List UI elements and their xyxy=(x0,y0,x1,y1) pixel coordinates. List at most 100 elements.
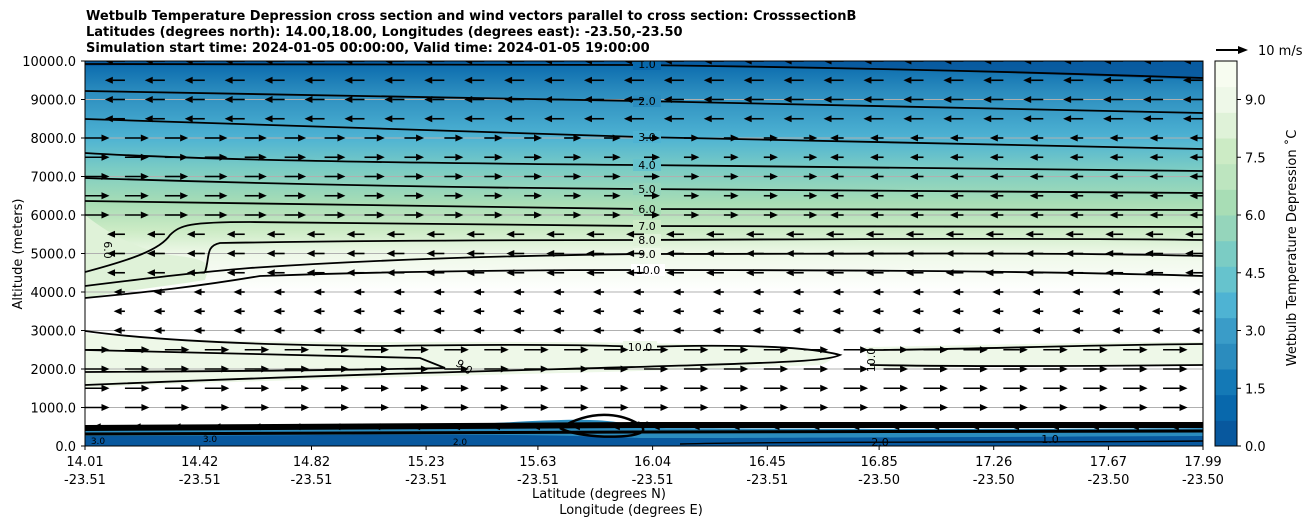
wind-arrowhead xyxy=(466,269,475,277)
x-tick-label-lon: -23.51 xyxy=(405,473,447,488)
wind-arrowhead xyxy=(233,288,242,296)
wind-arrowhead xyxy=(193,307,202,315)
wind-arrowhead xyxy=(512,288,521,296)
wind-arrowhead xyxy=(433,327,442,334)
wind-arrowhead xyxy=(132,423,141,431)
wind-arrowhead xyxy=(705,230,714,238)
y-tick-label: 2000.0 xyxy=(31,363,77,378)
wind-arrowhead xyxy=(905,269,914,277)
wind-arrowhead xyxy=(626,250,635,257)
wind-arrowhead xyxy=(666,269,675,277)
wind-arrowhead xyxy=(592,307,601,315)
wind-arrowhead xyxy=(712,307,721,315)
wind-arrowhead xyxy=(264,115,273,123)
wind-arrowhead xyxy=(224,115,233,123)
wind-arrowhead xyxy=(266,230,275,238)
wind-arrowhead xyxy=(416,192,425,200)
wind-arrowhead xyxy=(900,346,909,354)
wind-arrowhead xyxy=(337,134,346,142)
wind-arrowhead xyxy=(101,153,110,161)
wind-arrowhead xyxy=(1142,61,1151,65)
wind-arrowhead xyxy=(1139,384,1148,392)
wind-arrowhead xyxy=(1151,327,1160,334)
contour-line xyxy=(559,413,645,438)
wind-arrowhead xyxy=(341,346,350,354)
contour-line xyxy=(869,364,1203,368)
wind-arrowhead xyxy=(783,76,792,84)
wind-arrowhead xyxy=(1139,365,1148,373)
wind-arrowhead xyxy=(730,153,739,161)
wind-arrowhead xyxy=(226,230,235,238)
colorbar-segment xyxy=(1215,189,1237,216)
colorbar-label: Wetbulb Temperature Depression ˚C xyxy=(1284,130,1300,367)
wind-arrowhead xyxy=(1099,404,1108,411)
wind-arrowhead xyxy=(623,76,632,84)
wind-arrowhead xyxy=(910,211,918,219)
wind-arrowhead xyxy=(266,250,275,257)
wind-arrowhead xyxy=(992,327,1001,334)
colorbar-segment xyxy=(1215,369,1237,396)
wind-arrowhead xyxy=(544,96,553,103)
wind-arrowhead xyxy=(1189,134,1198,142)
wind-arrowhead xyxy=(979,346,988,354)
wind-arrowhead xyxy=(703,96,712,103)
x-tick-label-lon: -23.50 xyxy=(1087,473,1129,488)
contour-label-bg xyxy=(633,183,661,195)
wind-arrowhead xyxy=(384,96,393,103)
contour-label: 3.0 xyxy=(91,437,106,447)
wind-arrowhead xyxy=(180,134,189,142)
wind-arrowhead xyxy=(101,211,110,219)
wind-arrowhead xyxy=(472,288,481,296)
wind-arrowhead xyxy=(376,134,385,142)
wind-arrowhead xyxy=(703,115,712,123)
wind-arrowhead xyxy=(583,115,592,123)
wind-arrowhead xyxy=(949,134,958,142)
wind-arrowhead xyxy=(769,192,778,200)
wind-arrowhead xyxy=(1099,365,1108,373)
wind-arrowhead xyxy=(780,365,789,373)
colorbar-segment xyxy=(1215,420,1237,447)
wind-arrowhead xyxy=(344,96,353,103)
wind-arrowhead xyxy=(224,61,233,65)
wind-arrowhead xyxy=(1185,230,1194,238)
wind-arrowhead xyxy=(512,307,521,315)
wind-arrowhead xyxy=(691,134,700,142)
wind-arrowhead xyxy=(546,250,555,257)
wind-arrowhead xyxy=(912,307,921,315)
wind-arrowhead xyxy=(107,250,116,257)
wind-arrowhead xyxy=(1109,134,1118,142)
colorbar-segment xyxy=(1215,215,1237,242)
wind-arrowhead xyxy=(863,115,872,123)
wind-arrowhead xyxy=(983,61,992,65)
wind-arrowhead xyxy=(573,173,582,180)
wind-arrowhead xyxy=(666,250,675,257)
wind-arrowhead xyxy=(144,96,153,103)
wind-arrowhead xyxy=(586,269,595,277)
wind-arrowhead xyxy=(504,115,513,123)
wind-arrowhead xyxy=(752,288,761,296)
title-line-3: Simulation start time: 2024-01-05 00:00:… xyxy=(86,41,650,56)
wind-arrowhead xyxy=(546,269,555,277)
wind-arrowhead xyxy=(730,173,739,180)
wind-arrowhead xyxy=(181,365,190,373)
wind-arrowhead xyxy=(455,192,464,200)
wind-arrowhead xyxy=(743,76,752,84)
wind-reference-label: 10 m/s xyxy=(1258,44,1303,59)
wind-arrowhead xyxy=(1142,76,1151,84)
wind-arrowhead xyxy=(632,307,641,315)
wind-arrowhead xyxy=(344,61,353,65)
colorbar-segment xyxy=(1215,138,1237,165)
wind-arrowhead xyxy=(67,231,75,238)
wind-arrowhead xyxy=(492,423,501,431)
wind-arrowhead xyxy=(313,307,322,315)
wind-arrowhead xyxy=(426,250,435,257)
wind-arrowhead xyxy=(1149,173,1158,180)
wind-arrowhead xyxy=(952,288,961,296)
wind-arrowhead xyxy=(104,76,113,84)
colorbar-tick-label: 0.0 xyxy=(1245,440,1266,455)
wind-arrowhead xyxy=(221,404,230,411)
wind-arrowhead xyxy=(306,269,315,277)
wind-arrowhead xyxy=(943,61,952,65)
wind-arrowhead xyxy=(905,250,914,257)
